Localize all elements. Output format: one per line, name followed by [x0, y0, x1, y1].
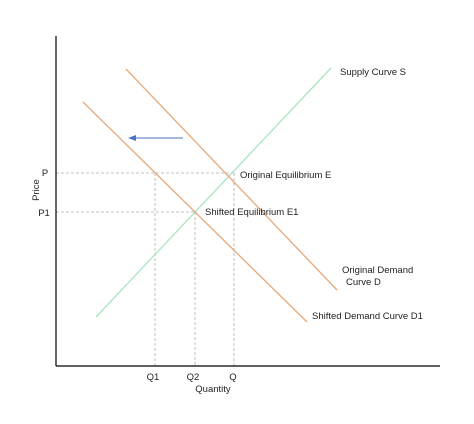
arrow-head-icon — [128, 135, 136, 141]
original-equilibrium-label: Original Equilibrium E — [240, 170, 331, 181]
original-demand-label-line2: Curve D — [346, 277, 381, 288]
shift-arrow — [128, 135, 183, 141]
shifted-demand-label: Shifted Demand Curve D1 — [312, 311, 423, 322]
quantity-tick-q1: Q1 — [147, 372, 160, 383]
guide-lines — [56, 172, 235, 366]
quantity-tick-q2: Q2 — [187, 372, 200, 383]
original-demand-label-line1: Original Demand — [342, 265, 413, 276]
original-demand-curve — [125, 68, 338, 291]
x-axis-label: Quantity — [195, 384, 231, 395]
shifted-equilibrium-label: Shifted Equilibrium E1 — [205, 207, 298, 218]
y-axis-label: Price — [31, 179, 42, 201]
price-tick-p1: P1 — [38, 208, 50, 219]
supply-curve — [95, 67, 332, 318]
quantity-tick-q: Q — [229, 372, 236, 383]
shifted-demand-curve — [82, 101, 308, 323]
supply-curve-label: Supply Curve S — [340, 67, 406, 78]
price-tick-p: P — [42, 168, 48, 179]
axes — [55, 36, 440, 367]
